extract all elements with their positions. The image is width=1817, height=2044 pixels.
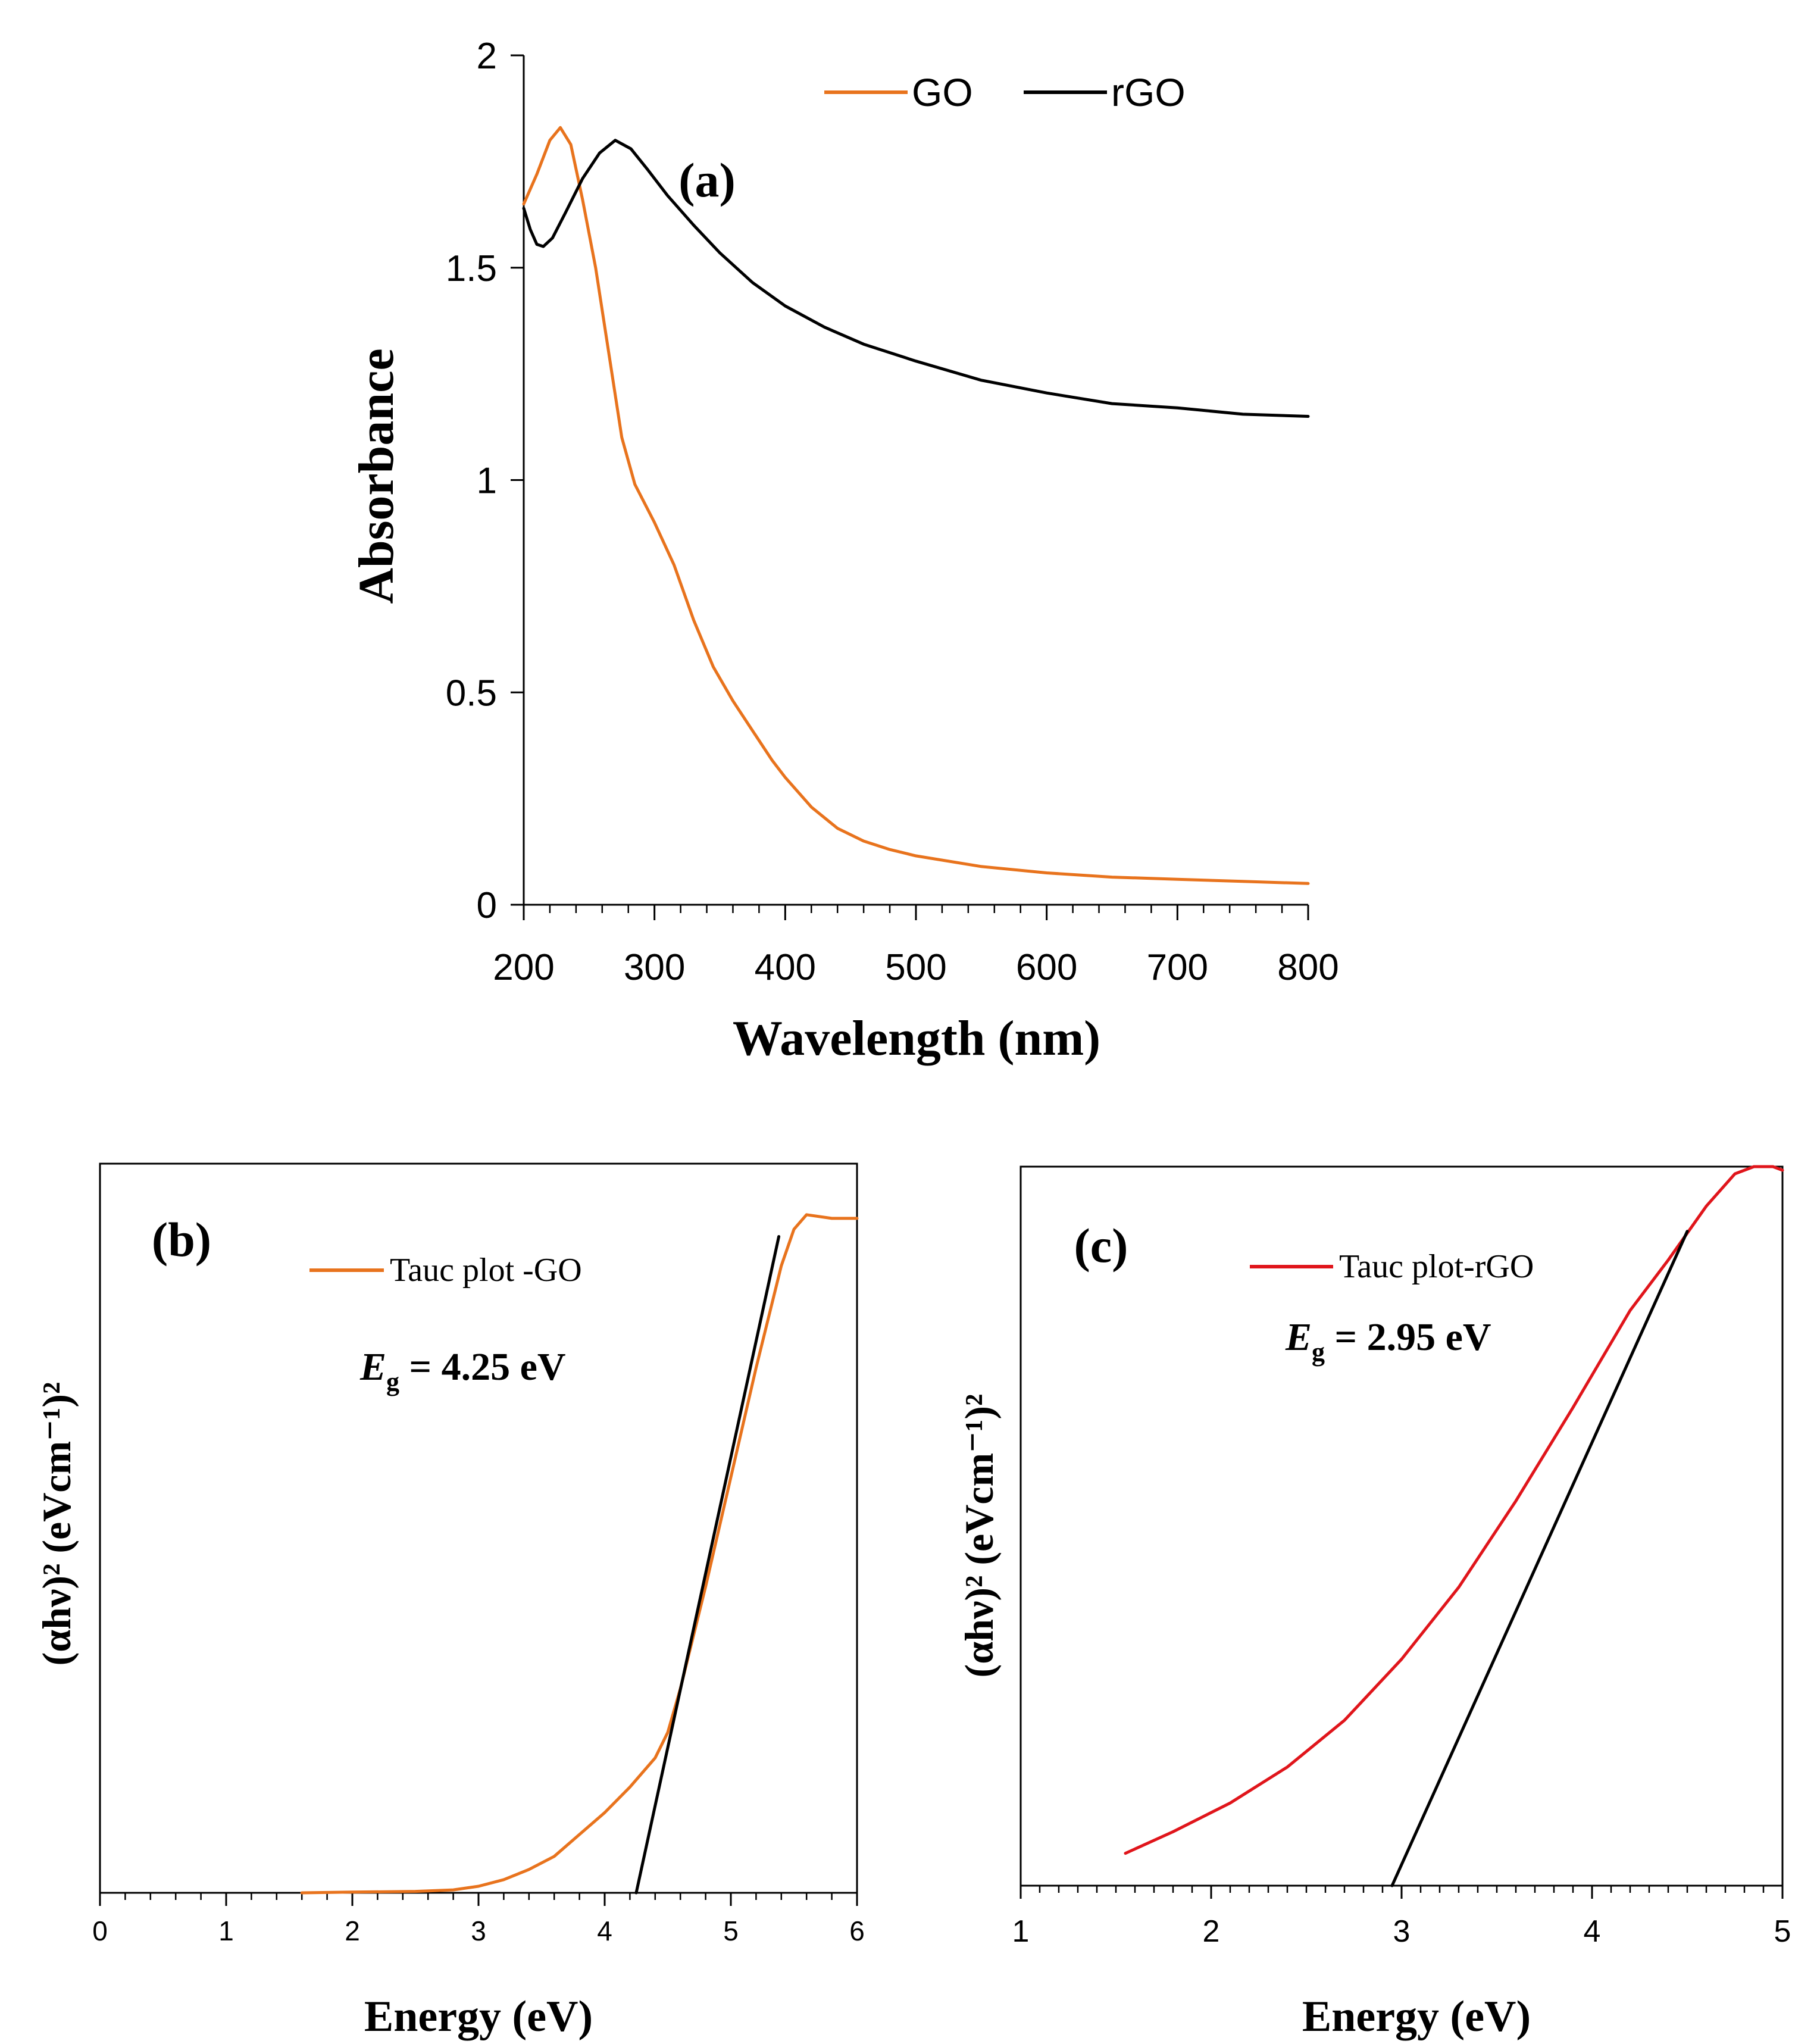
x-tick-label: 3 bbox=[471, 1915, 486, 1946]
x-tick-label: 1 bbox=[1012, 1914, 1030, 1949]
panel-b-x-axis-title: Energy (eV) bbox=[364, 1992, 593, 2041]
legend-label-go: GO bbox=[912, 70, 973, 114]
y-tick-label: 1.5 bbox=[446, 248, 497, 289]
x-tick-label: 0 bbox=[92, 1915, 108, 1946]
x-tick-label: 700 bbox=[1147, 947, 1208, 988]
panel-b-legend: Tauc plot -GO bbox=[309, 1252, 582, 1289]
panel-c-label: (c) bbox=[1074, 1218, 1128, 1273]
x-tick-label: 5 bbox=[1774, 1914, 1791, 1949]
panel-b-tauc-go-chart: 0 1 2 3 4 5 6 (b) Tauc plot -GO Eg = 4.25 eV E… bbox=[34, 1162, 865, 2041]
x-tick-label: 4 bbox=[1584, 1914, 1601, 1949]
x-tick-label: 400 bbox=[755, 947, 816, 988]
panel-c-y-axis-title: (αhν)² (eVcm⁻¹)² bbox=[956, 1394, 1002, 1678]
panel-a-absorbance-chart: 200 300 400 500 600 700 800 0 0.5 1 1.5 2 (a) GO rG… bbox=[349, 36, 1339, 1066]
panel-b-label: (b) bbox=[152, 1212, 211, 1267]
y-tick-label: 0.5 bbox=[446, 673, 497, 714]
panel-c-x-axis-title: Energy (eV) bbox=[1302, 1992, 1531, 2041]
series-line-tauc-plot-rgo bbox=[1124, 1165, 1784, 1855]
series-line-tauc-plot-go bbox=[300, 1213, 859, 1895]
panel-b-y-axis-title: (αhν)² (eVcm⁻¹)² bbox=[34, 1382, 79, 1666]
panel-c-legend: Tauc plot-rGO bbox=[1250, 1248, 1534, 1285]
panel-a-label: (a) bbox=[678, 153, 736, 207]
panel-c-eg-annotation: Eg = 2.95 eV bbox=[1285, 1315, 1491, 1367]
panel-a-y-axis-title: Absorbance bbox=[349, 348, 404, 604]
series-line-rgo bbox=[522, 139, 1310, 418]
x-tick-label: 1 bbox=[218, 1915, 234, 1946]
panel-c-tauc-rgo-chart: 1 2 3 4 5 (c) Tauc plot-rGO Eg = 2.95 eV Ene… bbox=[956, 1165, 1791, 2041]
x-tick-label: 5 bbox=[723, 1915, 739, 1946]
x-tick-label: 200 bbox=[493, 947, 554, 988]
series-line-go bbox=[522, 126, 1310, 885]
x-tick-label: 6 bbox=[849, 1915, 865, 1946]
legend-label-rgo: rGO bbox=[1111, 70, 1186, 114]
x-tick-label: 2 bbox=[345, 1915, 360, 1946]
x-tick-label: 3 bbox=[1393, 1914, 1411, 1949]
x-tick-label: 2 bbox=[1203, 1914, 1220, 1949]
series-line-linear-fit bbox=[634, 1235, 781, 1895]
x-tick-label: 600 bbox=[1016, 947, 1077, 988]
x-tick-label: 300 bbox=[624, 947, 685, 988]
panel-b-eg-annotation: Eg = 4.25 eV bbox=[359, 1345, 566, 1396]
y-tick-label: 0 bbox=[477, 885, 497, 926]
legend-label-tauc-rgo: Tauc plot-rGO bbox=[1339, 1248, 1534, 1285]
panel-a-x-axis-title: Wavelength (nm) bbox=[733, 1011, 1100, 1066]
x-tick-label: 500 bbox=[885, 947, 946, 988]
y-tick-label: 1 bbox=[477, 461, 497, 502]
legend-label-tauc-go: Tauc plot -GO bbox=[390, 1252, 582, 1289]
y-tick-label: 2 bbox=[477, 36, 497, 77]
series-line-linear-fit bbox=[1390, 1230, 1689, 1887]
x-tick-label: 800 bbox=[1277, 947, 1338, 988]
x-tick-label: 4 bbox=[597, 1915, 612, 1946]
panel-a-legend: GO rGO bbox=[824, 70, 1186, 114]
